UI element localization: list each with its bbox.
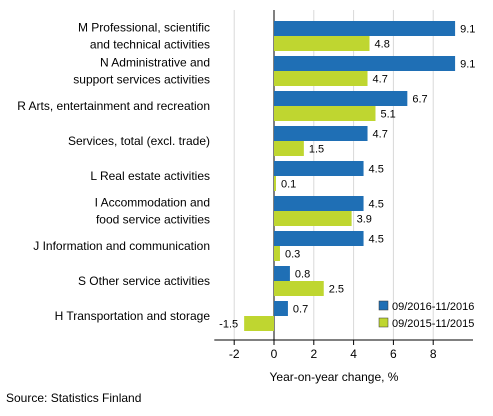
bar-series-1: [274, 266, 290, 281]
x-axis-title: Year-on-year change, %: [270, 370, 399, 384]
data-label: 0.1: [281, 179, 296, 191]
bar-series-1: [274, 231, 364, 246]
data-label: 9.1: [460, 59, 475, 71]
legend-label: 09/2016-11/2016: [392, 301, 474, 313]
data-label: 2.5: [329, 284, 344, 296]
bar-series-1: [274, 301, 288, 316]
x-tick-label: -2: [229, 347, 240, 361]
data-label: 0.8: [295, 269, 310, 281]
x-tick-label: 6: [390, 347, 397, 361]
bar-series-2: [274, 71, 368, 86]
category-label: food service activities: [96, 213, 210, 227]
category-label: support services activities: [73, 73, 210, 87]
bar-series-2: [274, 106, 376, 121]
bar-series-1: [274, 56, 456, 71]
data-label: -1.5: [219, 319, 238, 331]
data-label: 6.7: [412, 94, 427, 106]
bar-series-1: [274, 161, 364, 176]
bar-series-1: [274, 196, 364, 211]
bar-series-2: [274, 211, 352, 226]
data-label: 3.9: [357, 214, 372, 226]
x-tick-label: 2: [310, 347, 317, 361]
data-label: 4.7: [373, 74, 388, 86]
legend-swatch: [378, 300, 389, 311]
category-label: H Transportation and storage: [55, 309, 211, 323]
data-label: 4.5: [369, 199, 384, 211]
category-label: J Information and communication: [33, 239, 210, 253]
data-label: 4.8: [375, 39, 390, 51]
data-label: 4.5: [369, 234, 384, 246]
legend-label: 09/2015-11/2015: [392, 318, 474, 330]
category-label: L Real estate activities: [90, 169, 210, 183]
bar-series-1: [274, 91, 408, 106]
bar-series-2: [274, 281, 324, 296]
legend-swatch: [378, 317, 389, 328]
x-tick-label: 4: [350, 347, 357, 361]
category-label: S Other service activities: [78, 274, 210, 288]
x-tick-label: 0: [271, 347, 278, 361]
data-label: 9.1: [460, 24, 475, 36]
category-label: I Accommodation and: [95, 196, 210, 210]
data-label: 4.5: [369, 164, 384, 176]
bar-series-1: [274, 126, 368, 141]
data-label: 0.7: [293, 304, 308, 316]
category-label: Services, total (excl. trade): [68, 134, 210, 148]
category-label: and technical activities: [90, 38, 210, 52]
category-label: M Professional, scientific: [78, 21, 210, 35]
data-label: 4.7: [373, 129, 388, 141]
data-label: 0.3: [285, 249, 300, 261]
bar-series-2: [274, 141, 304, 156]
bar-series-2: [274, 176, 276, 191]
bar-series-1: [274, 21, 456, 36]
bar-series-2: [274, 36, 370, 51]
bar-series-2: [244, 316, 274, 331]
bar-series-2: [274, 246, 280, 261]
category-label: N Administrative and: [100, 56, 210, 70]
x-tick-label: 8: [430, 347, 437, 361]
source-note: Source: Statistics Finland: [6, 391, 142, 405]
category-label: R Arts, entertainment and recreation: [17, 99, 210, 113]
data-label: 1.5: [309, 144, 324, 156]
data-label: 5.1: [380, 109, 395, 121]
